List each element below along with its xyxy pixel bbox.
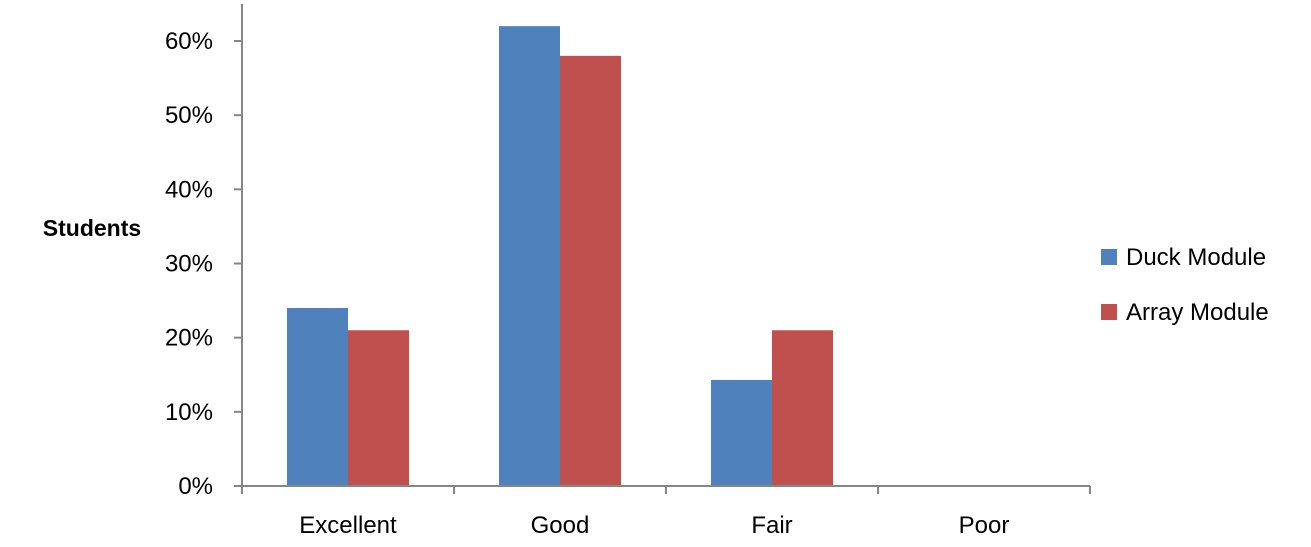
x-ticks-group: Excellent Good Fair Poor — [241, 486, 1091, 539]
y-tick-label: 30% — [165, 251, 213, 278]
y-tick-label: 50% — [165, 102, 213, 129]
x-tick-label: Fair — [751, 512, 792, 539]
legend-swatch — [1101, 304, 1117, 320]
y-tick-label: 60% — [165, 28, 213, 55]
bar-good-duck-module — [499, 26, 560, 487]
bars-group — [287, 26, 833, 487]
y-tick-label: 0% — [178, 473, 213, 500]
y-ticks-group: 0% 10% 20% 30% 40% 50% 60% — [165, 28, 242, 500]
x-tick-label: Excellent — [299, 512, 397, 539]
y-tick-label: 10% — [165, 399, 213, 426]
legend: Duck Module Array Module — [1101, 244, 1269, 326]
bar-excellent-array-module — [348, 330, 409, 486]
y-tick-label: 20% — [165, 325, 213, 352]
legend-label: Duck Module — [1126, 244, 1266, 271]
bar-good-array-module — [560, 55, 621, 486]
x-tick-label: Good — [531, 512, 590, 539]
y-axis-label: Students — [43, 215, 141, 241]
legend-swatch — [1101, 249, 1117, 265]
bar-fair-duck-module — [711, 379, 772, 486]
legend-label: Array Module — [1126, 299, 1269, 326]
x-tick-label: Poor — [959, 512, 1010, 539]
y-tick-label: 40% — [165, 176, 213, 203]
bar-excellent-duck-module — [287, 308, 348, 486]
bar-fair-array-module — [772, 330, 833, 486]
